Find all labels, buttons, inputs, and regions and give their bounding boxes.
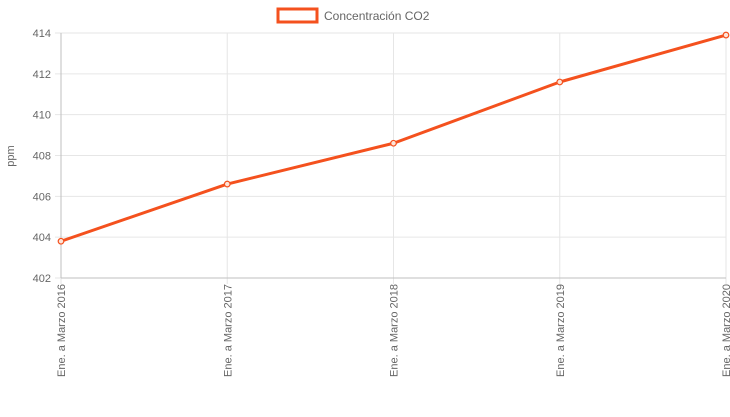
y-tick-label: 408 [33,151,51,163]
y-tick-label: 404 [33,232,51,244]
x-tick-label: Ene. a Marzo 2020 [721,284,730,377]
x-tick-label: Ene. a Marzo 2018 [389,284,401,377]
data-point[interactable] [223,180,231,188]
y-tick-label: 412 [33,69,51,81]
x-axis-ticks: Ene. a Marzo 2016 Ene. a Marzo 2017 Ene. a… [56,284,730,377]
legend-swatch[interactable] [276,7,319,24]
data-point[interactable] [722,31,730,39]
axes [60,33,726,279]
grid-lines [55,32,727,284]
y-axis-title: ppm [5,145,17,166]
x-tick-label: Ene. a Marzo 2017 [222,284,234,377]
y-tick-label: 410 [33,110,51,122]
x-tick-label: Ene. a Marzo 2019 [555,284,567,377]
y-tick-label: 406 [33,191,51,203]
data-point[interactable] [57,237,65,245]
legend[interactable]: Concentración CO2 [276,7,430,24]
x-tick-label: Ene. a Marzo 2016 [56,284,68,377]
y-tick-label: 402 [33,273,51,285]
y-tick-label: 414 [33,28,51,40]
data-point[interactable] [556,78,564,86]
legend-label[interactable]: Concentración CO2 [324,9,430,23]
data-point[interactable] [390,139,397,147]
series-layer [57,31,730,245]
y-axis-ticks: 402 404 406 408 410 412 414 [33,28,51,285]
